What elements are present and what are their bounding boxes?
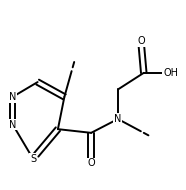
Text: N: N — [9, 120, 16, 130]
Text: N: N — [9, 92, 16, 102]
Text: S: S — [30, 154, 36, 164]
Text: O: O — [87, 158, 95, 168]
Text: N: N — [114, 114, 122, 124]
Text: OH: OH — [163, 68, 178, 78]
Text: O: O — [137, 36, 145, 47]
